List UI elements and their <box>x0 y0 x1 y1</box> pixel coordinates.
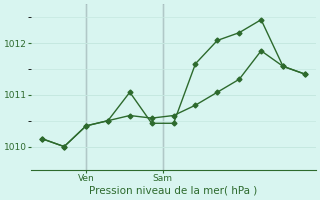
X-axis label: Pression niveau de la mer( hPa ): Pression niveau de la mer( hPa ) <box>90 186 258 196</box>
